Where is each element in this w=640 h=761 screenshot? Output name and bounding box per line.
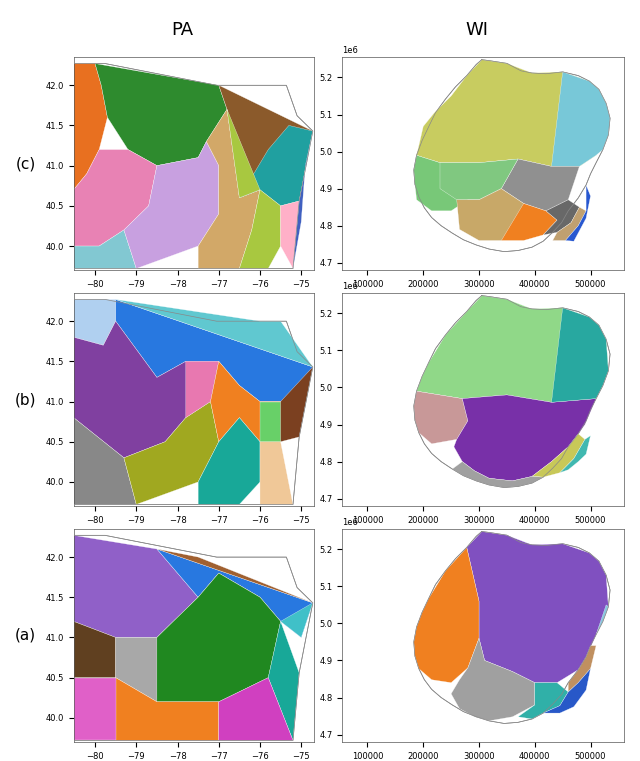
Polygon shape	[116, 573, 280, 702]
Polygon shape	[280, 367, 313, 441]
Text: PA: PA	[172, 21, 193, 40]
Text: (a): (a)	[15, 628, 36, 643]
Polygon shape	[552, 307, 609, 403]
Polygon shape	[74, 535, 313, 740]
Polygon shape	[74, 535, 198, 638]
Polygon shape	[414, 531, 610, 724]
Polygon shape	[552, 72, 610, 167]
Polygon shape	[568, 645, 596, 692]
Text: WI: WI	[465, 21, 488, 40]
Polygon shape	[95, 63, 227, 166]
Text: 1e6: 1e6	[342, 282, 358, 291]
Polygon shape	[454, 395, 596, 481]
Polygon shape	[417, 295, 609, 403]
Polygon shape	[452, 462, 543, 488]
Polygon shape	[467, 531, 609, 683]
Polygon shape	[74, 150, 157, 246]
Polygon shape	[74, 63, 108, 189]
Polygon shape	[560, 435, 591, 473]
Polygon shape	[74, 299, 116, 345]
Polygon shape	[414, 391, 468, 444]
Polygon shape	[501, 203, 557, 240]
Polygon shape	[532, 434, 585, 477]
Polygon shape	[157, 573, 280, 702]
Polygon shape	[74, 63, 313, 269]
Polygon shape	[566, 185, 591, 241]
Polygon shape	[501, 159, 579, 211]
Polygon shape	[268, 622, 299, 740]
Polygon shape	[186, 361, 219, 418]
Text: (c): (c)	[15, 156, 36, 171]
Polygon shape	[260, 441, 293, 505]
Polygon shape	[157, 549, 313, 603]
Polygon shape	[219, 85, 313, 205]
Polygon shape	[124, 142, 219, 269]
Polygon shape	[293, 131, 313, 269]
Polygon shape	[414, 59, 610, 252]
Polygon shape	[414, 547, 479, 683]
Polygon shape	[543, 669, 591, 713]
Polygon shape	[280, 201, 299, 269]
Polygon shape	[211, 361, 280, 441]
Polygon shape	[280, 603, 313, 638]
Polygon shape	[457, 189, 524, 240]
Polygon shape	[219, 677, 293, 740]
Polygon shape	[74, 299, 313, 505]
Polygon shape	[440, 159, 518, 199]
Polygon shape	[74, 622, 116, 677]
Polygon shape	[116, 299, 313, 367]
Polygon shape	[124, 402, 219, 505]
Polygon shape	[414, 155, 468, 211]
Polygon shape	[74, 230, 136, 269]
Text: 1e6: 1e6	[342, 46, 358, 55]
Polygon shape	[414, 295, 610, 488]
Polygon shape	[552, 207, 586, 240]
Polygon shape	[417, 59, 609, 167]
Polygon shape	[596, 605, 609, 635]
Polygon shape	[198, 110, 260, 269]
Polygon shape	[227, 110, 280, 269]
Polygon shape	[239, 126, 313, 205]
Polygon shape	[451, 638, 535, 721]
Polygon shape	[260, 402, 280, 441]
Polygon shape	[518, 683, 568, 719]
Polygon shape	[74, 321, 219, 458]
Text: (b): (b)	[15, 392, 36, 407]
Polygon shape	[74, 677, 116, 740]
Polygon shape	[116, 677, 219, 740]
Text: 1e6: 1e6	[342, 517, 358, 527]
Polygon shape	[543, 199, 579, 235]
Polygon shape	[74, 418, 136, 505]
Polygon shape	[198, 418, 260, 505]
Polygon shape	[116, 299, 313, 402]
Polygon shape	[157, 549, 313, 638]
